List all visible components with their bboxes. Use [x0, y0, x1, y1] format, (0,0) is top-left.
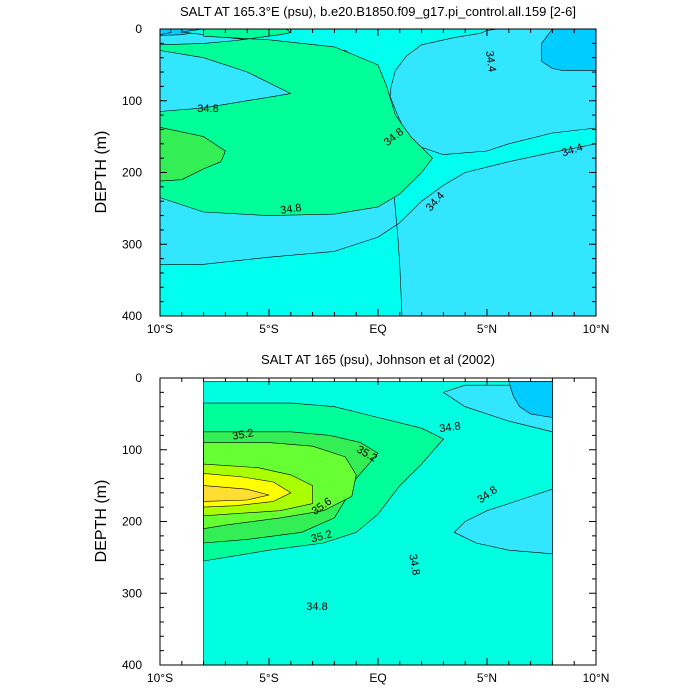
panel-model-salinity: SALT AT 165.3°E (psu), b.e20.B1850.f09_g… — [93, 4, 609, 336]
y-tick-label: 400 — [122, 309, 142, 323]
x-tick-label: 5°N — [477, 671, 497, 685]
contour-label: 34.8 — [406, 553, 422, 576]
contour-region-34-4 — [443, 384, 553, 555]
contour-label: 35.2 — [231, 427, 254, 443]
x-tick-label: 5°S — [259, 322, 278, 336]
panel-title: SALT AT 165 (psu), Johnson et al (2002) — [261, 352, 495, 367]
panel-title: SALT AT 165.3°E (psu), b.e20.B1850.f09_g… — [180, 4, 576, 19]
x-tick-label: 10°N — [583, 322, 610, 336]
contour-label-text: 34.8 — [406, 553, 422, 576]
contour-label: 34.8 — [279, 202, 302, 217]
y-tick-label: 200 — [122, 515, 142, 529]
contour-label-text: 35.2 — [310, 528, 334, 545]
y-tick-label: 100 — [122, 94, 142, 108]
panel-observed-salinity: SALT AT 165 (psu), Johnson et al (2002) … — [93, 352, 609, 685]
y-tick-label: 0 — [135, 371, 142, 385]
contour-label: 34.8 — [439, 420, 462, 435]
contour-label: 34.8 — [306, 601, 327, 613]
y-tick-label: 400 — [122, 658, 142, 672]
contour-label: 34.8 — [197, 103, 218, 115]
contour-label-text: 34.8 — [439, 420, 462, 435]
x-tick-label: 5°S — [259, 671, 278, 685]
contour-region-35-0 — [159, 127, 226, 182]
y-tick-label: 0 — [135, 22, 142, 36]
contour-label: 34.4 — [483, 50, 498, 73]
y-axis-label: DEPTH (m) — [93, 480, 110, 563]
y-tick-label: 200 — [122, 166, 142, 180]
contour-label-text: 34.8 — [197, 103, 218, 115]
y-tick-label: 100 — [122, 443, 142, 457]
contour-label-text: 34.8 — [306, 601, 327, 613]
x-tick-label: 10°S — [147, 322, 173, 336]
y-axis-label: DEPTH (m) — [93, 131, 110, 214]
y-tick-label: 300 — [122, 586, 142, 600]
contour-label-text: 35.2 — [231, 427, 254, 443]
contour-label: 35.2 — [310, 528, 334, 545]
contour-region-35-8 — [203, 485, 270, 502]
x-tick-label: EQ — [369, 322, 386, 336]
x-tick-label: 10°S — [147, 671, 173, 685]
y-tick-label: 300 — [122, 237, 142, 251]
x-tick-label: 10°N — [583, 671, 610, 685]
x-tick-label: EQ — [369, 671, 386, 685]
contour-label-text: 34.4 — [483, 50, 498, 73]
contour-region-34-4 — [541, 28, 597, 71]
x-tick-label: 5°N — [477, 322, 497, 336]
contour-label-text: 34.8 — [279, 202, 302, 217]
